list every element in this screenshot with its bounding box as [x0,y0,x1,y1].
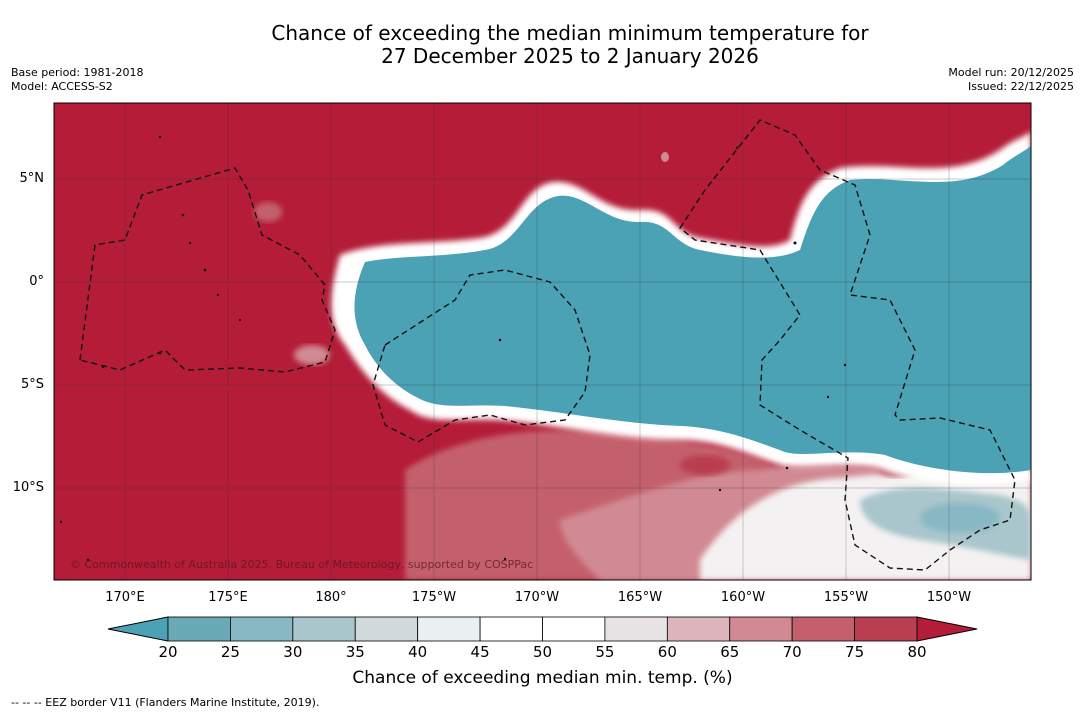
eez-border-west [79,167,336,373]
colorbar-swatches [167,616,918,642]
lon-label: 150°W [926,590,972,605]
title-line-1: Chance of exceeding the median minimum t… [271,21,869,45]
issued-text: Issued: 22/12/2025 [967,80,1074,93]
colorbar-tick-label: 65 [720,643,740,661]
colorbar-tick-label: 20 [158,643,178,661]
eez-border-central [372,269,591,443]
colorbar [107,616,978,642]
eez-legend-note: -- -- -- EEZ border V11 (Flanders Marine… [11,696,320,709]
colorbar-tick-label: 80 [907,643,927,661]
colorbar-swatch [542,616,606,642]
map-title: Chance of exceeding the median minimum t… [0,22,1085,68]
lat-label: 5°N [19,171,45,186]
colorbar-tick-label: 45 [470,643,490,661]
lon-label: 170°W [514,590,560,605]
colorbar-swatch [604,616,668,642]
warm-patch [294,345,330,365]
lon-label: 175°E [208,590,248,605]
lon-label: 165°W [617,590,663,605]
colorbar-title: Chance of exceeding median min. temp. (%… [352,668,733,688]
model-run-text: Model run: 20/12/2025 [948,66,1074,79]
map-frame [53,102,1032,581]
model-name-text: Model: ACCESS-S2 [11,80,113,93]
warm-patch [254,202,282,222]
colorbar-tick-label: 75 [845,643,865,661]
warm-patch [661,152,669,162]
colorbar-swatch [417,616,481,642]
title-line-2: 27 December 2025 to 2 January 2026 [381,44,759,68]
colorbar-swatch [666,616,731,642]
lon-label: 170°E [105,590,145,605]
colorbar-swatch [729,616,793,642]
colorbar-swatch [479,616,543,642]
colorbar-swatch [354,616,419,642]
colorbar-tick-label: 50 [532,643,553,661]
map-plot-area [54,103,1031,580]
model-info: Base period: 1981-2018 Model: ACCESS-S2 [11,66,143,94]
southern-cool-patch [920,503,1000,533]
colorbar-under-arrow [107,616,169,642]
colorbar-tick-label: 70 [782,643,802,661]
base-period-text: Base period: 1981-2018 [11,66,144,79]
eez-border-north [679,119,1016,571]
colorbar-tick-label: 40 [408,643,428,661]
lon-label: 160°W [720,590,766,605]
lon-label: 175°W [411,590,457,605]
colorbar-tick-label: 60 [657,643,677,661]
lat-label: 5°S [20,377,44,392]
southern-warm-patch [680,455,730,475]
graticule [54,103,1031,580]
colorbar-swatch [167,616,231,642]
lat-label: 10°S [12,480,44,495]
colorbar-swatch [854,616,918,642]
colorbar-tick-label: 30 [283,643,303,661]
colorbar-over-arrow [916,616,978,642]
colorbar-tick-label: 35 [345,643,365,661]
colorbar-tick-label: 25 [220,643,240,661]
lon-label: 155°W [823,590,869,605]
island-dots [59,135,847,562]
colorbar-tick-label: 55 [595,643,615,661]
copyright-notice: © Commonwealth of Australia 2025, Bureau… [70,558,534,571]
cool-probability-region [354,145,1031,474]
colorbar-swatch [292,616,356,642]
lon-label: 180° [315,590,347,605]
colorbar-swatch [791,616,855,642]
run-info: Model run: 20/12/2025 Issued: 22/12/2025 [948,66,1074,94]
eez-borders [79,119,1016,571]
colorbar-swatch [230,616,294,642]
lat-label: 0° [29,274,44,289]
